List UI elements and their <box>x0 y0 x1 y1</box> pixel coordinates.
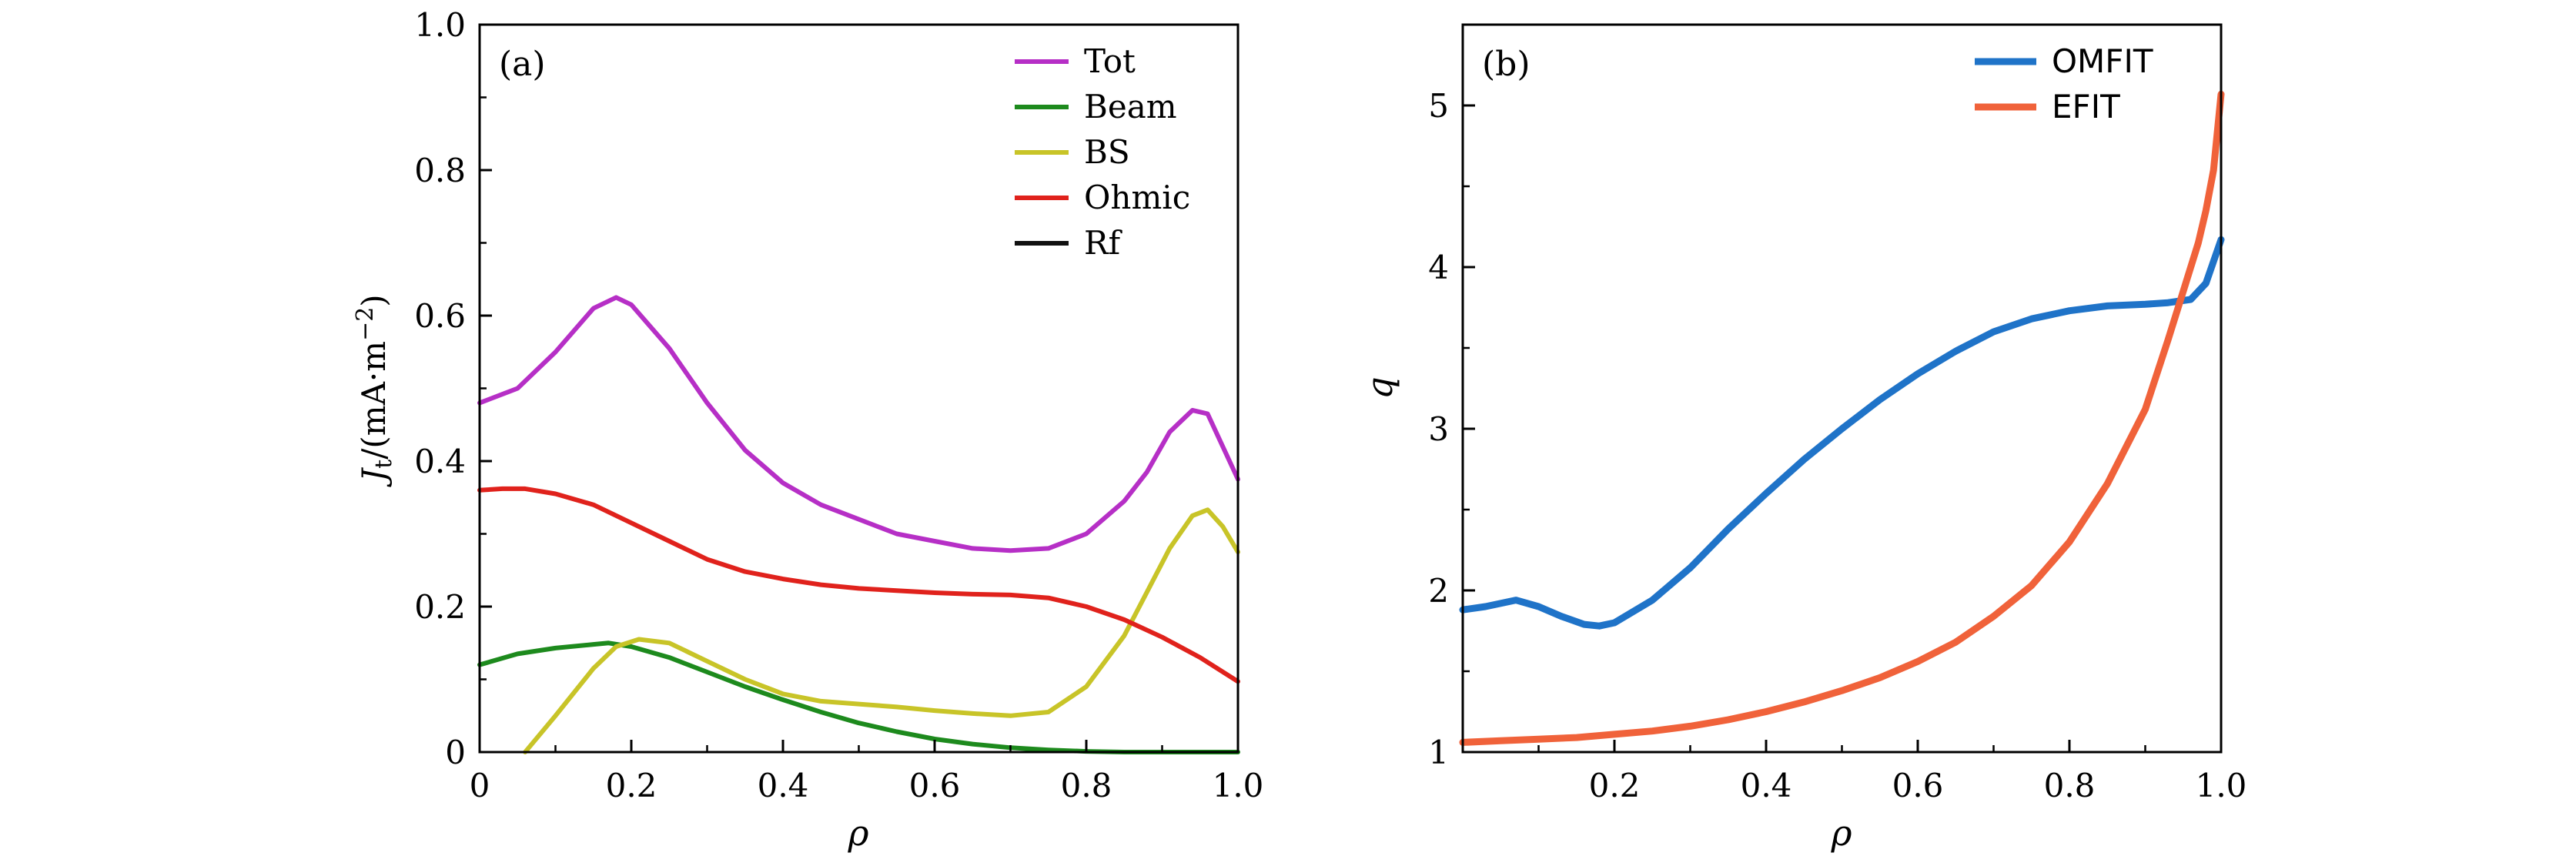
panel-a-series-ohmic-line <box>477 486 1240 684</box>
panel-a-y-tick-label: 0.4 <box>414 443 466 480</box>
panel-b-series-layer <box>1459 90 2225 746</box>
panel-a-legend-label-ohmic: Ohmic <box>1084 179 1190 216</box>
panel-a-series-tot-line <box>477 295 1240 553</box>
panel-b-series-efit-line <box>1459 90 2225 746</box>
panel-b-x-axis-label: ρ <box>1830 812 1852 854</box>
panel-a-legend-label-beam: Beam <box>1084 88 1177 125</box>
panel-b-y-tick-label: 5 <box>1428 87 1449 125</box>
panel-b-legend: OMFIT EFIT <box>1975 42 2153 125</box>
panel-a-x-tick-label: 1.0 <box>1213 767 1264 804</box>
panel-a-x-tick-label: 0.4 <box>758 767 809 804</box>
panel-a-y-label-sub: t <box>370 460 397 469</box>
panel-a-y-label-main: J <box>355 467 393 488</box>
panel-b-label: (b) <box>1482 45 1531 84</box>
panel-a-legend-label-bs: BS <box>1084 133 1130 171</box>
panel-a-legend-label-rf: Rf <box>1084 224 1123 262</box>
panel-b-x-tick-label: 0.8 <box>2044 767 2096 804</box>
panel-a-series-layer <box>477 295 1240 754</box>
panel-b-y-tick-label: 4 <box>1428 249 1449 286</box>
panel-a-x-axis-label: ρ <box>847 812 868 854</box>
panel-b-plot-frame <box>1461 23 2223 754</box>
panel-a-y-tick-label: 1.0 <box>414 6 466 44</box>
panel-a-label: (a) <box>499 45 546 84</box>
panel-a-series-bs-line <box>523 507 1240 754</box>
panel-a-series-beam-line <box>477 640 1240 754</box>
panel-a-legend: Tot Beam BS Ohmic Rf <box>1015 42 1190 262</box>
panel-b-y-axis-label: q <box>1359 376 1400 399</box>
panel-a-y-tick-label: 0 <box>445 734 466 771</box>
panel-a-y-label-exp: −2 <box>352 307 379 341</box>
panel-b: 0.2 0.4 0.6 0.8 1.0 1 2 3 4 5 (b) ρ q OMFIT EFIT <box>1359 23 2247 854</box>
panel-a-x-tick-label: 0 <box>470 767 490 804</box>
panel-b-y-tick-label: 3 <box>1428 410 1449 448</box>
panel-a-y-axis-label: Jt/(mA·m−2) <box>352 294 397 487</box>
panel-a-y-label-unit: /(mA·m <box>355 341 393 460</box>
panel-b-series-omfit-line <box>1459 236 2225 630</box>
panel-a-x-tick-label: 0.8 <box>1061 767 1112 804</box>
panel-b-ticks: 0.2 0.4 0.6 0.8 1.0 1 2 3 4 5 <box>1428 23 2247 804</box>
panel-a-ticks: 0 0.2 0.4 0.6 0.8 1.0 0 0.2 0.4 0.6 0.8 1.0 <box>414 6 1263 804</box>
panel-a-legend-label-tot: Tot <box>1084 42 1136 80</box>
panel-a-y-tick-label: 0.6 <box>414 297 466 335</box>
panel-b-x-tick-label: 1.0 <box>2196 767 2247 804</box>
panel-a-y-label-close: ) <box>355 294 393 306</box>
panel-a-y-tick-label: 0.2 <box>414 588 466 626</box>
panel-b-x-tick-label: 0.4 <box>1741 767 1792 804</box>
panel-a-y-tick-label: 0.8 <box>414 152 466 189</box>
panel-a-x-tick-label: 0.2 <box>606 767 657 804</box>
panel-b-y-tick-label: 2 <box>1428 572 1449 610</box>
panel-a: 0 0.2 0.4 0.6 0.8 1.0 0 0.2 0.4 0.6 0.8 1.0 (a) ρ J… <box>352 6 1263 854</box>
panel-b-legend-label-omfit: OMFIT <box>2052 42 2153 80</box>
panel-b-x-tick-label: 0.6 <box>1892 767 1944 804</box>
panel-b-y-tick-label: 1 <box>1428 734 1449 771</box>
panel-a-x-tick-label: 0.6 <box>909 767 961 804</box>
panel-b-x-tick-label: 0.2 <box>1589 767 1641 804</box>
panel-b-legend-label-efit: EFIT <box>2052 88 2120 125</box>
